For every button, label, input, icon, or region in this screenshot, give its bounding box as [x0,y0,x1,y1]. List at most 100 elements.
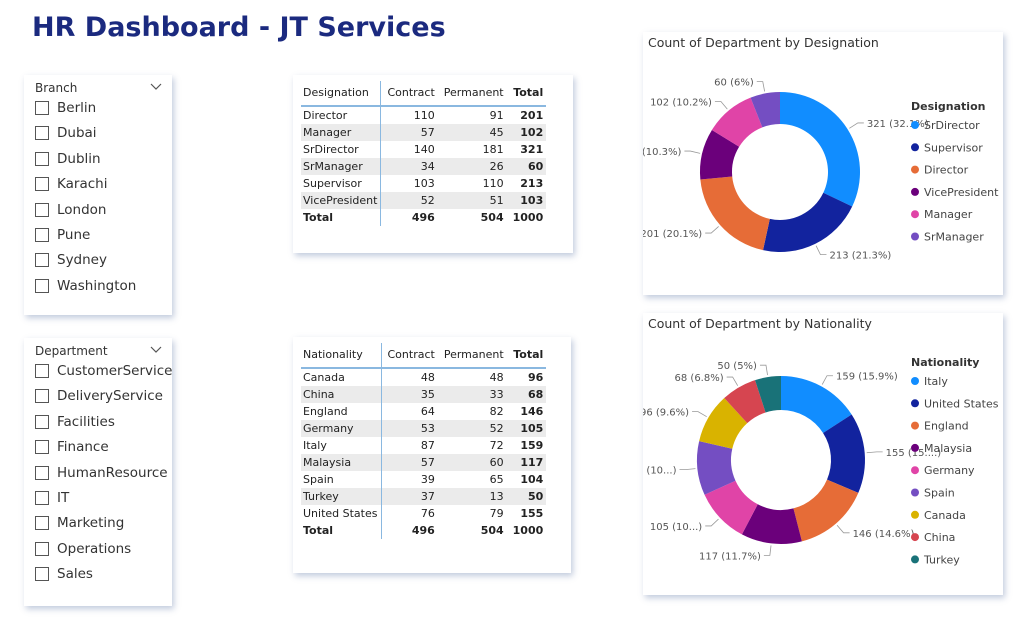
column-header: Permanent [437,343,507,369]
donut-slice[interactable] [699,398,748,449]
table-row: England 64 82 146 [301,403,546,420]
slicer-item-label: Sydney [57,252,107,269]
table-row: Italy 87 72 159 [301,437,546,454]
table-cell: 104 [520,473,544,486]
legend-label: Spain [924,487,955,500]
donut-chart: Count of Department by Designation 321 (3… [643,35,999,262]
donut-slice[interactable] [700,176,770,251]
legend-marker [911,210,919,219]
slicer-item[interactable]: Sales [35,566,93,582]
slicer-item[interactable]: IT [35,490,69,506]
slicer-item[interactable]: Operations [35,541,131,557]
slicer-item[interactable]: Karachi [35,176,107,192]
table-cell: Supervisor [301,175,382,192]
slicer-item[interactable]: Dublin [35,151,101,167]
checkbox[interactable] [35,465,49,480]
chart-card: Count of Department by Designation 321 (3… [643,32,1003,295]
checkbox[interactable] [35,278,49,293]
slicer-item[interactable]: Finance [35,439,109,455]
table-row: China 35 33 68 [301,386,547,403]
data-label: 105 (10...) [650,522,702,533]
checkbox[interactable] [35,541,49,556]
total-cell: 1000 [512,211,544,224]
data-table: Nationality Contract Permanent Total Canada 4… [301,343,547,539]
checkbox[interactable] [35,126,49,141]
checkbox[interactable] [35,440,49,455]
table-cell: 48 [420,371,435,384]
donut-slice[interactable] [781,376,852,433]
donut-slice[interactable] [697,441,736,495]
table-cell: 65 [489,473,504,486]
slicer-item[interactable]: Pune [35,227,90,243]
table-cell: 102 [506,124,547,141]
column-header: Total [506,343,547,369]
table-cell: Manager [301,124,382,141]
donut-slice[interactable] [763,192,853,252]
slicer-item[interactable]: Sydney [35,252,107,268]
slicer-item[interactable]: DeliveryService [35,388,163,404]
donut-slice[interactable] [750,92,780,128]
donut-slice[interactable] [823,414,865,493]
table-cell: 50 [506,488,547,505]
total-row: Total 496 504 1000 [301,209,546,226]
chart-title: Count of Department by Designation [648,35,879,50]
table-cell: 53 [381,420,438,437]
donut-slice[interactable] [741,504,802,544]
table-card: Designation Contract Permanent Total Directo… [293,75,573,253]
checkbox[interactable] [35,202,49,217]
checkbox[interactable] [35,253,49,268]
table-row: Canada 48 48 96 [301,368,546,386]
checkbox[interactable] [35,389,49,404]
slicer-item[interactable]: Berlin [35,100,96,116]
slicer: Branch Berlin Dubai Dublin Karachi London Pune… [24,75,172,315]
slicer-item[interactable]: HumanResource [35,465,168,481]
checkbox[interactable] [35,228,49,242]
table-row: Turkey 37 13 50 [301,488,547,505]
slicer-item[interactable]: CustomerService [35,363,172,379]
checkbox[interactable] [35,491,49,505]
chart-card: Count of Department by Nationality 159 (1… [643,313,1003,595]
legend-label: China [924,531,955,544]
legend-marker [911,187,919,196]
data-label: 155 (15....) [886,448,942,459]
leader-line [705,226,719,234]
slicer-item[interactable]: London [35,202,107,218]
slicer-item[interactable]: Facilities [35,414,115,430]
donut-slice[interactable] [724,380,766,424]
column-header: Contract [381,343,438,369]
slicer-item-label: London [57,201,107,218]
checkbox[interactable] [35,516,49,531]
donut-slice[interactable] [793,479,859,542]
table-cell: 159 [520,439,544,452]
donut-slice[interactable] [755,376,781,413]
slicer-item-label: Dublin [57,150,101,167]
checkbox[interactable] [35,177,49,192]
checkbox[interactable] [35,101,49,115]
donut-slice[interactable] [780,92,860,207]
checkbox[interactable] [35,567,49,582]
checkbox[interactable] [35,364,49,378]
table-cell: United States [301,505,382,522]
donut-slice[interactable] [711,97,763,147]
checkbox[interactable] [35,414,49,429]
chevron[interactable] [150,346,162,354]
table-cell: 57 [381,454,438,471]
checkbox[interactable] [35,151,49,166]
chevron[interactable] [150,83,162,91]
column-header: Total [506,81,547,107]
table-cell: Malaysia [301,454,382,471]
table-cell: Canada [301,368,382,386]
table-cell: 79 [489,507,504,520]
donut-slice[interactable] [700,129,740,180]
total-cell: 496 [411,211,435,224]
data-label: 102 (10.2%) [650,97,712,108]
slicer-item[interactable]: Washington [35,278,136,294]
table-row: SrDirector 140 181 321 [301,141,546,158]
donut-slice[interactable] [704,480,758,535]
legend-label: Supervisor [924,141,983,154]
slicer-title: Branch [35,81,78,95]
column-header: Contract [380,81,438,107]
slicer-item[interactable]: Marketing [35,515,124,531]
slicer-item[interactable]: Dubai [35,125,97,141]
table-cell: 213 [520,177,544,190]
